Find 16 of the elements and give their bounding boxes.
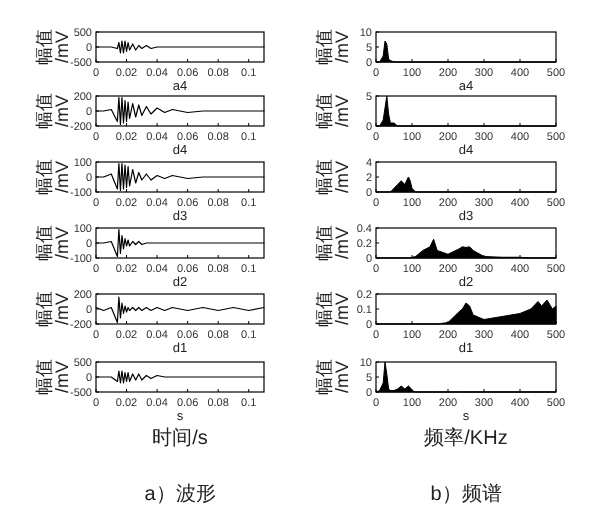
- x-axis-title: 时间/s: [152, 426, 208, 450]
- text: a）波形: [144, 482, 216, 506]
- text: b）频谱: [430, 482, 502, 506]
- y-axis-title: 幅值/mV: [314, 93, 352, 129]
- y-axis-title: 幅值/mV: [314, 159, 352, 195]
- y-axis-title: 幅值/mV: [34, 359, 72, 395]
- y-axis-title: 幅值/mV: [34, 159, 72, 195]
- y-axis-title: 幅值/mV: [314, 225, 352, 261]
- y-axis-title: 幅值/mV: [314, 29, 352, 65]
- x-axis-title: 频率/KHz: [424, 426, 508, 450]
- y-axis-title: 幅值/mV: [34, 225, 72, 261]
- y-axis-title: 幅值/mV: [34, 93, 72, 129]
- y-axis-title: 幅值/mV: [314, 291, 352, 327]
- y-axis-title: 幅值/mV: [314, 359, 352, 395]
- y-axis-title: 幅值/mV: [34, 291, 72, 327]
- y-axis-title: 幅值/mV: [34, 29, 72, 65]
